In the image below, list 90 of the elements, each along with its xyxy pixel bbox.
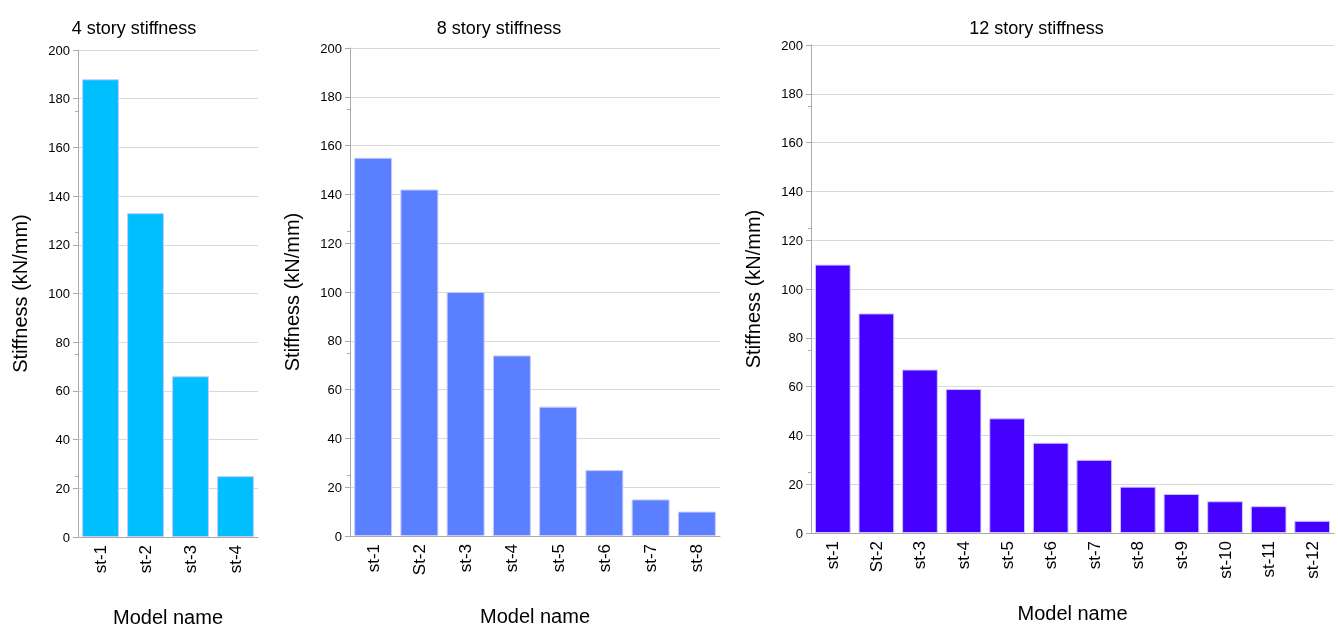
y-tick-label: 20 xyxy=(327,479,342,495)
x-tick-label: st-9 xyxy=(1171,541,1191,570)
bar xyxy=(1120,486,1156,533)
y-tick-label: 100 xyxy=(48,286,70,301)
x-tick-label: st-6 xyxy=(594,544,614,573)
bar xyxy=(127,213,164,537)
y-tick-label: 180 xyxy=(48,91,70,107)
x-tick-label: st-3 xyxy=(456,544,476,573)
y-tick-label: 160 xyxy=(320,138,342,154)
x-tick-label: st-1 xyxy=(823,541,843,570)
x-axis-title: Model name xyxy=(1017,602,1128,624)
chart-title: 8 story stiffness xyxy=(436,18,562,38)
y-tick-label: 20 xyxy=(788,476,803,492)
bar xyxy=(631,499,670,536)
x-tick-label: St-2 xyxy=(866,541,886,573)
y-tick-label: 60 xyxy=(55,383,70,399)
y-tick-label: 200 xyxy=(320,40,342,56)
y-tick-label: 160 xyxy=(48,139,70,155)
x-tick-label: st-7 xyxy=(641,544,661,573)
y-tick-label: 40 xyxy=(327,430,342,446)
y-tick-label: 100 xyxy=(320,284,342,300)
y-tick-label: 0 xyxy=(795,525,803,541)
y-tick-label: 140 xyxy=(781,183,803,199)
bar xyxy=(400,189,439,536)
x-tick-label: st-1 xyxy=(363,544,383,573)
x-tick-label: st-5 xyxy=(997,541,1017,570)
x-tick-label: st-7 xyxy=(1084,541,1104,570)
y-tick-label: 0 xyxy=(334,528,342,544)
chart-title: 12 story stiffness xyxy=(969,18,1104,38)
x-tick-label: st-8 xyxy=(1128,541,1148,570)
bar xyxy=(1076,459,1113,533)
chart-title: 4 story stiffness xyxy=(71,18,197,38)
x-tick-label: st-11 xyxy=(1259,541,1279,578)
x-tick-label: st-5 xyxy=(548,544,568,573)
y-tick-label: 120 xyxy=(320,235,342,251)
bar xyxy=(82,79,119,537)
y-tick-label: 100 xyxy=(781,281,803,297)
bar xyxy=(1294,520,1331,533)
y-tick-label: 140 xyxy=(48,188,70,204)
y-tick-label: 60 xyxy=(327,382,342,398)
x-tick-label: st-3 xyxy=(181,545,200,574)
y-tick-label: 200 xyxy=(781,37,803,53)
bar xyxy=(858,313,895,533)
x-tick-label: st-4 xyxy=(502,544,522,573)
y-axis-title: Stiffness (kN/mm) xyxy=(742,209,764,369)
y-tick-label: 80 xyxy=(55,334,70,350)
x-tick-label: st-1 xyxy=(91,545,110,574)
x-tick-label: st-2 xyxy=(136,545,155,574)
bar xyxy=(217,476,254,537)
bar xyxy=(1207,501,1243,533)
bar xyxy=(1032,442,1069,533)
y-tick-label: 200 xyxy=(48,42,70,58)
y-axis-title: Stiffness (kN/mm) xyxy=(9,214,31,373)
y-tick-label: 160 xyxy=(781,135,803,151)
y-tick-label: 140 xyxy=(320,186,342,202)
y-tick-label: 40 xyxy=(788,427,803,443)
x-tick-label: st-4 xyxy=(226,545,245,574)
x-tick-label: st-6 xyxy=(1041,541,1061,570)
y-tick-label: 120 xyxy=(48,237,70,253)
y-tick-label: 60 xyxy=(788,379,803,395)
y-tick-label: 80 xyxy=(327,333,342,349)
bar xyxy=(539,406,578,536)
bar xyxy=(989,418,1025,533)
y-tick-label: 40 xyxy=(55,432,70,448)
x-tick-label: st-8 xyxy=(687,544,707,573)
x-tick-label: St-2 xyxy=(409,544,429,576)
y-tick-label: 80 xyxy=(788,330,803,346)
x-tick-label: st-3 xyxy=(910,541,930,570)
bar xyxy=(945,389,982,533)
x-tick-label: st-4 xyxy=(954,541,974,570)
x-tick-label: st-12 xyxy=(1302,541,1322,579)
y-axis-title: Stiffness (kN/mm) xyxy=(281,212,303,372)
y-tick-label: 180 xyxy=(781,86,803,102)
y-tick-label: 180 xyxy=(320,89,342,105)
y-tick-label: 120 xyxy=(781,232,803,248)
bar xyxy=(585,470,624,536)
bar xyxy=(172,376,209,537)
x-axis-title: Model name xyxy=(112,606,224,628)
y-tick-label: 20 xyxy=(55,480,70,496)
bar xyxy=(1250,506,1287,533)
bar xyxy=(354,157,393,536)
bar xyxy=(1163,493,1200,533)
x-tick-label: st-10 xyxy=(1215,541,1235,579)
bar xyxy=(677,511,716,536)
y-tick-label: 0 xyxy=(62,529,70,545)
x-axis-title: Model name xyxy=(479,605,591,627)
bar xyxy=(814,264,851,533)
bar xyxy=(446,292,485,536)
bar xyxy=(492,355,531,536)
bar xyxy=(902,369,938,533)
